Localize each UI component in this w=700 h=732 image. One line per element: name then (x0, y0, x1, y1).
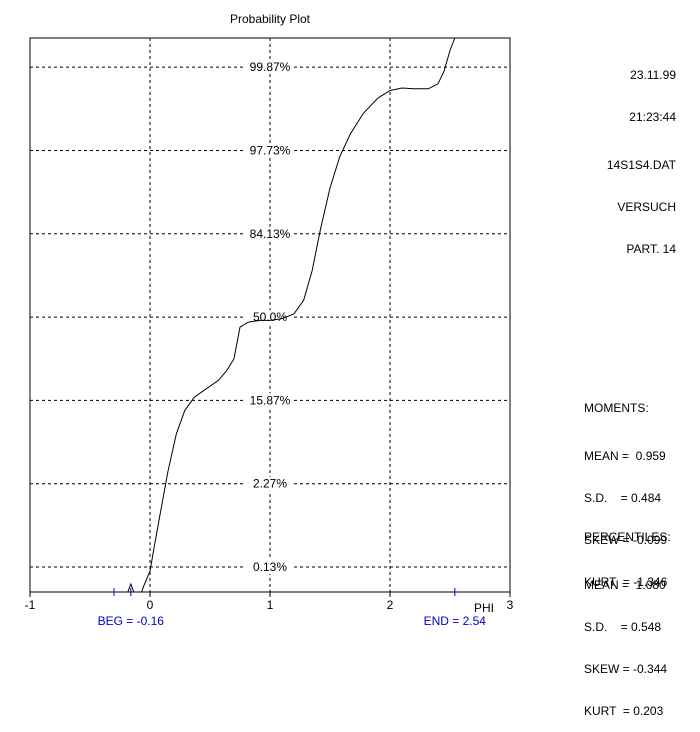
run-file: 14S1S4.DAT (606, 158, 676, 172)
y-label-backing (246, 476, 294, 491)
x-tick-label: 0 (147, 598, 154, 612)
moments-kurt: KURT = -1.346 (584, 575, 668, 589)
probability-plot: Probability Plot 0.13% 2.27% 15.87% 50.0% 84… (25, 12, 514, 628)
y-tick-label: 84.13% (250, 227, 291, 241)
x-tick-label: 2 (387, 598, 394, 612)
y-label-backing (246, 393, 294, 408)
percentiles-kurt: KURT = 0.203 (584, 704, 664, 718)
y-label-backing (246, 143, 294, 158)
y-tick-label: 2.27% (253, 477, 287, 491)
y-tick-label: 97.73% (250, 143, 291, 157)
y-tick-label: 99.87% (250, 60, 291, 74)
y-label-backing (246, 560, 294, 575)
run-info: 23.11.99 21:23:44 14S1S4.DAT VERSUCH PAR… (607, 40, 676, 270)
y-tick-label: 0.13% (253, 560, 287, 574)
end-marker-label: END = 2.54 (424, 614, 487, 628)
run-date: 23.11.99 (630, 68, 676, 82)
x-axis-label: PHI (474, 601, 494, 615)
y-label-backing (246, 60, 294, 75)
percentiles-heading: PERCENTILES: (584, 530, 671, 544)
x-tick-label: 3 (507, 598, 514, 612)
percentiles-mean: MEAN = 1.080 (584, 578, 666, 592)
y-tick-label: 50.0% (253, 310, 287, 324)
x-tick-label: 1 (267, 598, 274, 612)
y-label-backing (246, 226, 294, 241)
start-tick-mark (127, 582, 135, 593)
percentiles-block: PERCENTILES: MEAN = 1.080 S.D. = 0.548 S… (584, 502, 671, 732)
moments-block: MOMENTS: MEAN = 0.959 S.D. = 0.484 SKEW … (584, 373, 667, 603)
moments-mean: MEAN = 0.959 (584, 449, 666, 463)
percentiles-skew: SKEW = -0.344 (584, 662, 668, 676)
percentiles-sd: S.D. = 0.548 (584, 620, 662, 634)
range-markers: BEG = -0.16 END = 2.54 (98, 582, 487, 628)
moments-skew: SKEW = -0.099 (584, 533, 668, 547)
cumulative-curve (141, 37, 456, 593)
beg-marker-label: BEG = -0.16 (98, 614, 165, 628)
run-time: 21:23:44 (629, 110, 676, 124)
y-tick-label: 15.87% (250, 393, 291, 407)
run-name: VERSUCH (617, 200, 676, 214)
chart-title: Probability Plot (230, 12, 311, 26)
moments-sd: S.D. = 0.484 (584, 491, 662, 505)
run-part: PART. 14 (626, 242, 676, 256)
moments-heading: MOMENTS: (584, 401, 649, 415)
y-tick-labels: 0.13% 2.27% 15.87% 50.0% 84.13% 97.73% 99.87% (246, 60, 294, 575)
x-tick-labels: -1 0 1 2 3 (25, 592, 514, 612)
x-tick-label: -1 (25, 598, 36, 612)
